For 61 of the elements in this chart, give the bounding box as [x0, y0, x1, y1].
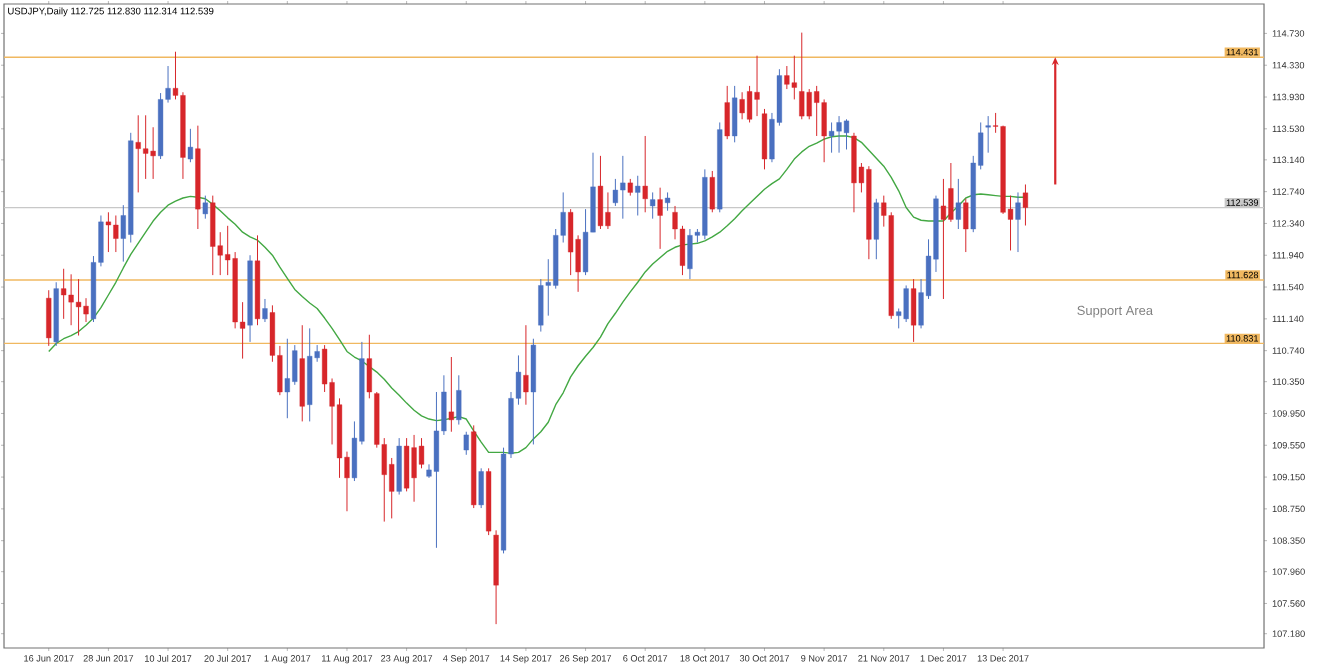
candlestick	[605, 191, 611, 230]
candlestick	[366, 334, 372, 399]
candlestick	[210, 195, 216, 276]
candlestick	[940, 178, 947, 300]
candlestick	[620, 155, 626, 220]
candlestick	[597, 155, 604, 230]
candlestick	[83, 297, 89, 323]
candlestick	[709, 170, 715, 213]
candlestick	[478, 467, 484, 509]
candlestick	[911, 278, 917, 343]
candlestick	[433, 391, 440, 549]
candlestick	[650, 191, 656, 220]
candlestick	[61, 268, 67, 320]
candlestick	[46, 289, 52, 347]
candlestick	[68, 273, 74, 326]
candlestick	[463, 431, 469, 456]
candlestick	[448, 356, 454, 433]
candlestick	[687, 228, 693, 280]
candlestick	[985, 115, 991, 154]
candlestick	[75, 278, 82, 337]
candlestick	[411, 434, 417, 503]
candlestick	[150, 126, 156, 180]
candlestick	[851, 132, 857, 213]
candlestick	[1022, 183, 1029, 226]
candlestick	[202, 195, 208, 220]
candlestick	[784, 65, 790, 90]
candlestick	[821, 98, 827, 163]
candlestick	[635, 175, 641, 216]
candlestick	[105, 211, 111, 253]
candlestick	[143, 114, 149, 180]
candlestick	[829, 121, 835, 154]
candlestick	[873, 198, 879, 260]
candlestick	[292, 344, 298, 386]
candlestick	[642, 135, 648, 213]
candlestick	[1015, 191, 1021, 253]
candlestick	[732, 85, 738, 143]
candlestick	[299, 324, 305, 422]
candlestick	[456, 374, 462, 426]
candlestick	[799, 32, 805, 120]
candlestick	[113, 214, 119, 253]
candlestick	[806, 88, 812, 120]
candlestick	[262, 298, 268, 323]
candlestick	[724, 85, 730, 140]
candlestick	[948, 162, 954, 223]
candlestick	[396, 437, 402, 496]
candlestick	[284, 338, 290, 419]
candlestick	[538, 278, 544, 333]
candlestick	[739, 91, 745, 120]
candlestick	[963, 198, 969, 253]
candlestick	[843, 118, 850, 150]
candlestick	[530, 338, 536, 445]
candlestick	[523, 324, 529, 406]
candlestick	[791, 55, 797, 100]
candlestick	[836, 115, 842, 154]
candlestick	[612, 178, 618, 207]
candlestick	[903, 284, 909, 323]
candlestick	[657, 187, 663, 250]
candlestick	[664, 191, 671, 212]
candlestick	[955, 178, 961, 230]
candlestick	[135, 114, 141, 193]
candlestick	[187, 128, 193, 163]
